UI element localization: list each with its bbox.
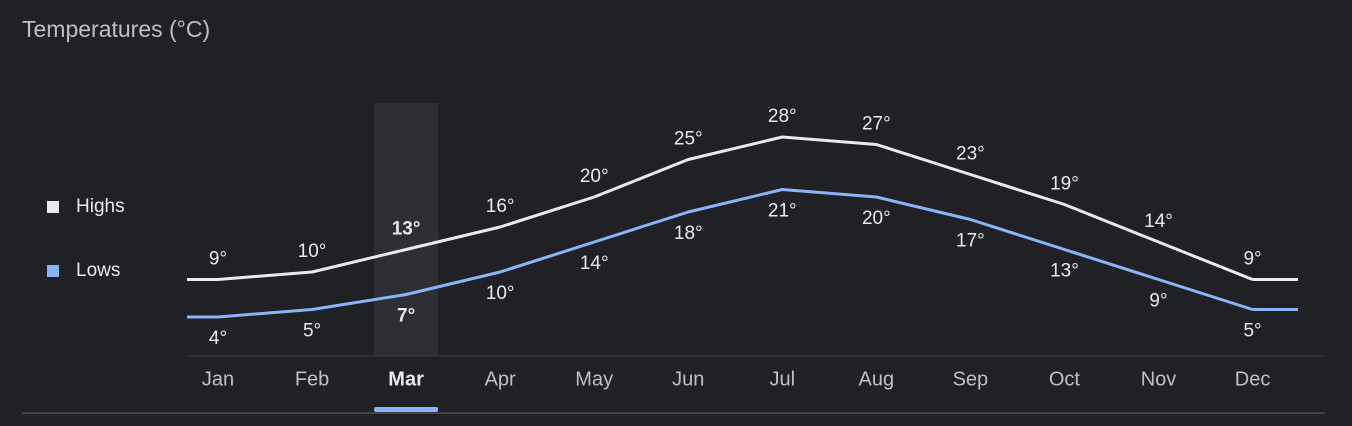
data-label: 19° <box>1050 174 1079 195</box>
x-tick-label: Dec <box>1235 368 1271 390</box>
legend-label: Highs <box>76 196 125 217</box>
legend-swatch <box>47 201 59 213</box>
x-tick-label: Mar <box>388 368 424 390</box>
legend-swatch <box>47 265 59 277</box>
data-label: 14° <box>580 253 609 274</box>
x-tick-label: Jan <box>202 368 234 390</box>
data-label: 10° <box>486 283 515 304</box>
x-tick-label: Apr <box>485 368 516 390</box>
data-label: 10° <box>298 241 327 262</box>
data-label: 9° <box>1243 249 1261 270</box>
chart-title: Temperatures (°C) <box>22 16 210 42</box>
x-tick-label: Jul <box>770 368 796 390</box>
data-label: 5° <box>303 321 321 342</box>
data-label: 18° <box>674 223 703 244</box>
data-label: 28° <box>768 106 797 127</box>
x-tick-label: Feb <box>295 368 329 390</box>
x-tick-label: Oct <box>1049 368 1081 390</box>
data-label: 27° <box>862 114 891 135</box>
data-label: 13° <box>1050 261 1079 282</box>
data-label: 9° <box>1149 291 1167 312</box>
data-label: 16° <box>486 196 515 217</box>
data-label: 25° <box>674 129 703 150</box>
highlight-underline <box>374 407 439 412</box>
data-label: 20° <box>862 208 891 229</box>
data-label: 5° <box>1243 321 1261 342</box>
legend-label: Lows <box>76 260 120 281</box>
data-label: 7° <box>397 306 415 327</box>
x-tick-label: Jun <box>672 368 704 390</box>
series-line <box>217 188 1254 319</box>
x-tick-label: May <box>575 368 613 390</box>
data-label: 21° <box>768 201 797 222</box>
data-label: 13° <box>392 219 421 240</box>
data-label: 9° <box>209 249 227 270</box>
data-label: 17° <box>956 231 985 252</box>
data-label: 20° <box>580 166 609 187</box>
data-label: 23° <box>956 144 985 165</box>
x-tick-label: Sep <box>953 368 989 390</box>
data-label: 4° <box>209 328 227 349</box>
x-tick-label: Nov <box>1141 368 1177 390</box>
data-label: 14° <box>1144 211 1173 232</box>
series-line <box>217 135 1254 281</box>
x-tick-label: Aug <box>859 368 895 390</box>
highlight-column <box>374 103 439 356</box>
